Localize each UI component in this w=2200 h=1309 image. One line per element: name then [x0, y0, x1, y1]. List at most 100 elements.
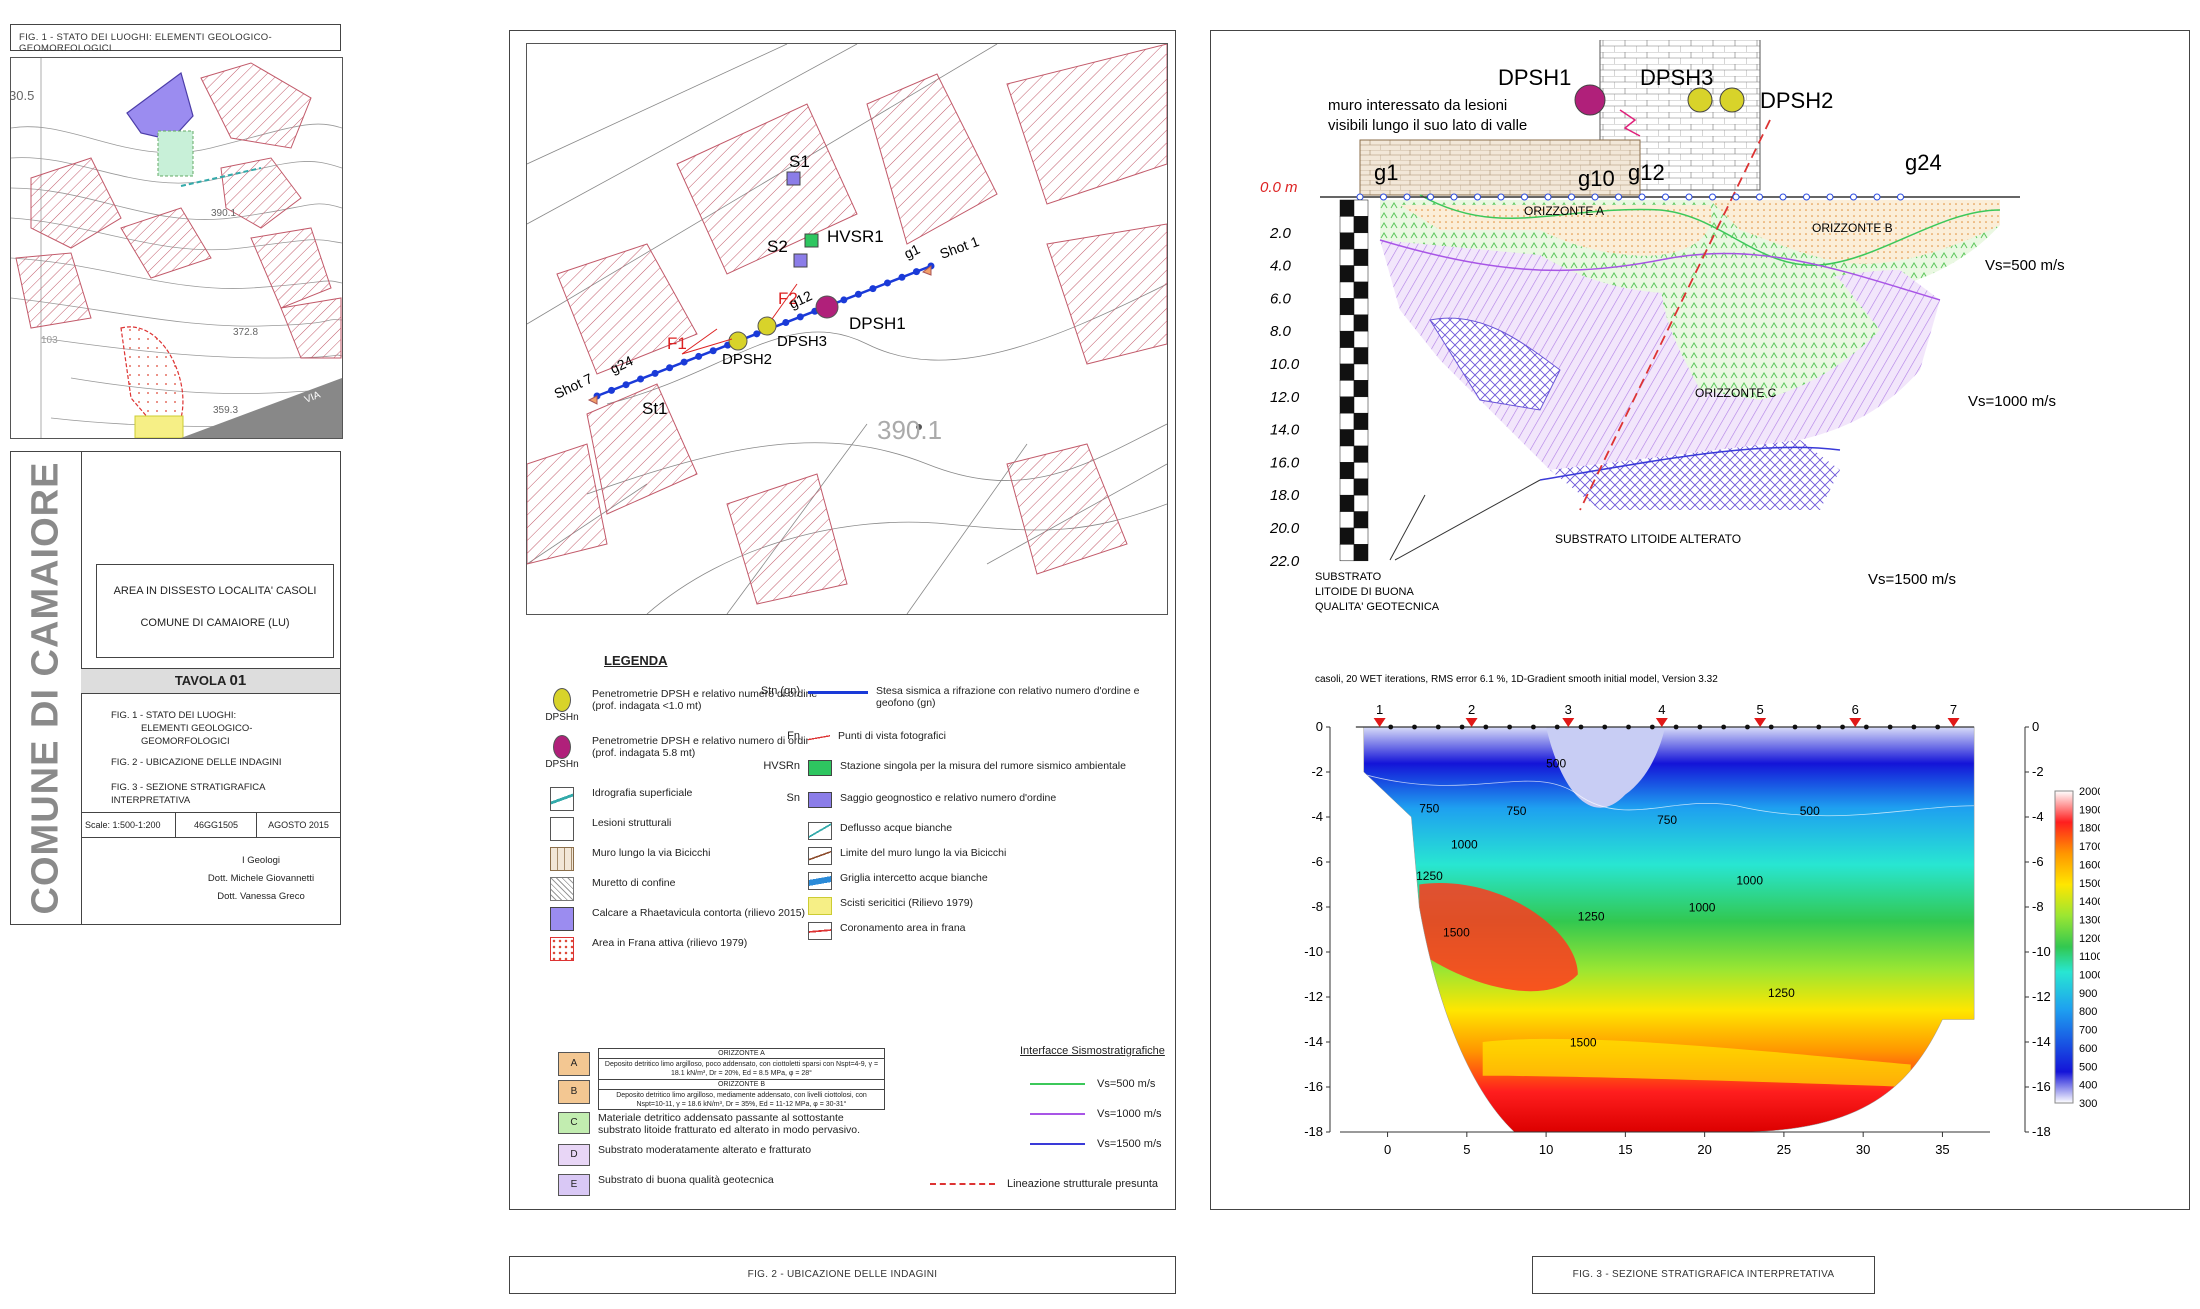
s2-marker: [793, 253, 808, 268]
legend-item: Limite del muro lungo la via Bicicchi: [740, 847, 1150, 865]
hvsr1-marker: [804, 233, 819, 248]
interfaces-title: Interfacce Sismostratigrafiche: [1020, 1045, 1165, 1057]
unit-e-symbol: E: [558, 1174, 590, 1196]
dpsh1-label: DPSH1: [849, 314, 906, 333]
depth-scale-cell: [1339, 265, 1355, 283]
geophone-marker: [1427, 193, 1434, 201]
legend-tag: Sn: [786, 792, 800, 804]
dpsh3-marker: [757, 316, 777, 336]
legend-item: Muro lungo la via Bicicchi: [540, 847, 830, 871]
fig2-caption-box: FIG. 2 - UBICAZIONE DELLE INDAGINI: [509, 1256, 1176, 1294]
legend-tag: DPSHn: [545, 712, 579, 723]
g1-label: g1: [1374, 160, 1398, 185]
f2-label: F2: [778, 289, 798, 308]
unit-b-symbol: B: [558, 1080, 590, 1104]
wall-note-line2: visibili lungo il suo lato di valle: [1328, 117, 1527, 134]
shot-marker: [1947, 718, 1960, 727]
hydro-symbol: [550, 787, 574, 811]
geophone-marker: [1568, 193, 1575, 201]
receiver-dot: [1626, 724, 1631, 730]
s2-label: S2: [767, 237, 788, 256]
y-tick-label: -10: [1304, 944, 1323, 959]
photo-symbol: [808, 730, 830, 746]
x-tick-label: 30: [1856, 1142, 1870, 1157]
depth-scale-cell: [1353, 544, 1369, 562]
griglia-symbol: [808, 872, 832, 890]
receiver-dot: [1935, 724, 1941, 730]
depth-scale-cell: [1339, 199, 1355, 217]
vs1000-line: [1030, 1113, 1085, 1115]
depth-scale-cell: [1339, 462, 1355, 480]
geophone-marker: [898, 273, 906, 281]
vs1500-line: [1030, 1143, 1085, 1145]
shot-marker: [1655, 718, 1668, 727]
shot-label: 1: [1376, 702, 1383, 717]
geophone-marker: [1709, 193, 1716, 201]
legend-text: Deflusso acque bianche: [840, 822, 953, 834]
depth-scale-cell: [1339, 363, 1355, 381]
vs500-label: Vs=500 m/s: [1097, 1078, 1156, 1090]
depth-scale-cell: [1353, 330, 1369, 348]
contour-label: 1000: [1689, 901, 1716, 915]
receiver-dot: [1697, 724, 1703, 730]
y-tick-label: -10: [2032, 944, 2051, 959]
geophone-marker: [1615, 193, 1622, 201]
st1-label: St1: [642, 399, 668, 418]
deflusso-symbol: [808, 822, 832, 840]
shot-label: 3: [1565, 702, 1572, 717]
shot-marker: [1754, 718, 1767, 727]
geophone-marker: [1662, 193, 1669, 201]
shot-label: 4: [1658, 702, 1665, 717]
depth-scale-cell: [1353, 478, 1369, 496]
depth-label: 12.0: [1270, 389, 1300, 406]
y-tick-label: -8: [1311, 899, 1323, 914]
figure-list-item: FIG. 3 - SEZIONE STRATIGRAFICA INTERPRET…: [111, 782, 265, 806]
geophone-marker: [840, 296, 848, 304]
geophone-marker: [1850, 193, 1857, 201]
tavola-label: TAVOLA: [174, 673, 226, 688]
calcare-symbol: [550, 907, 574, 931]
vs1500-label: Vs=1500 m/s: [1097, 1138, 1162, 1150]
depth-scale-cell: [1353, 445, 1369, 463]
geophone-marker: [912, 268, 920, 276]
orizzonte-a-label: ORIZZONTE A: [1524, 204, 1604, 218]
receiver-dot: [1507, 724, 1513, 730]
unit-d-text: Substrato moderatamente alterato e fratt…: [598, 1144, 812, 1156]
depth-scale-cell: [1353, 314, 1369, 332]
depth-scale-cell: [1339, 380, 1355, 398]
depth-scale-cell: [1353, 298, 1369, 316]
dpsh3-label: DPSH3: [777, 333, 827, 350]
figure-list: FIG. 1 - STATO DEI LUOGHI: ELEMENTI GEOL…: [111, 709, 340, 807]
depth-scale-cell: [1353, 462, 1369, 480]
depth-scale-cell: [1339, 298, 1355, 316]
depth-label: 10.0: [1270, 356, 1300, 373]
author-name: Dott. Vanessa Greco: [217, 891, 305, 902]
depth-label: 20.0: [1269, 520, 1300, 537]
depth-scale-cell: [1353, 412, 1369, 430]
x-tick-label: 20: [1697, 1142, 1711, 1157]
dpsh2-marker: [728, 331, 748, 351]
depth-scale-cell: [1353, 232, 1369, 250]
geophone-marker: [695, 352, 703, 360]
substrato-buono-label: SUBSTRATO: [1315, 571, 1382, 583]
contour-label: 500: [1546, 757, 1566, 771]
title-block: COMUNE DI CAMAIORE AREA IN DISSESTO LOCA…: [10, 451, 341, 925]
depth-scale-cell: [1339, 478, 1355, 496]
colorbar-tick-label: 1500: [2079, 878, 2100, 890]
figure-list-item: FIG. 1 - STATO DEI LUOGHI:: [111, 710, 237, 721]
depth-scale-cell: [1353, 527, 1369, 545]
depth-label: 18.0: [1270, 487, 1300, 504]
legend-text: Scisti sericitici (Rilievo 1979): [840, 897, 974, 909]
depth-scale-cell: [1339, 527, 1355, 545]
legend-text: Griglia intercetto acque bianche: [840, 872, 988, 884]
depth-scale-cell: [1353, 347, 1369, 365]
hvsr-symbol: [808, 760, 832, 776]
contour-label: 750: [1419, 802, 1439, 816]
legend-item: Griglia intercetto acque bianche: [740, 872, 1150, 890]
yellow-circle-symbol: [553, 688, 571, 712]
geophone-marker: [1638, 193, 1646, 201]
y-tick-label: -4: [2032, 809, 2044, 824]
depth-scale-cell: [1353, 248, 1369, 266]
hvsr1-label: HVSR1: [827, 227, 884, 246]
